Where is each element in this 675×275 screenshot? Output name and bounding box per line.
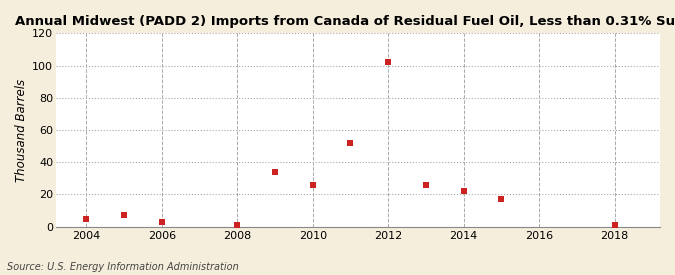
Y-axis label: Thousand Barrels: Thousand Barrels: [15, 78, 28, 182]
Text: Source: U.S. Energy Information Administration: Source: U.S. Energy Information Administ…: [7, 262, 238, 272]
Point: [345, 141, 356, 145]
Point: [610, 223, 620, 227]
Point: [232, 223, 242, 227]
Point: [383, 60, 394, 65]
Title: Annual Midwest (PADD 2) Imports from Canada of Residual Fuel Oil, Less than 0.31: Annual Midwest (PADD 2) Imports from Can…: [15, 15, 675, 28]
Point: [496, 197, 507, 201]
Point: [81, 216, 92, 221]
Point: [157, 219, 167, 224]
Point: [119, 213, 130, 218]
Point: [269, 170, 280, 174]
Point: [421, 183, 431, 187]
Point: [458, 189, 469, 193]
Point: [307, 183, 318, 187]
